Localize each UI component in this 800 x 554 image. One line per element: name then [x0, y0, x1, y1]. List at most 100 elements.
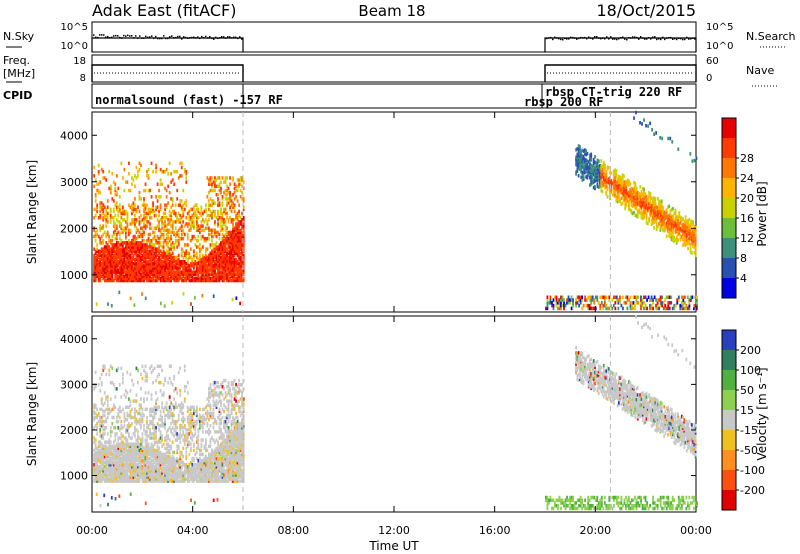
power-cell [180, 199, 183, 203]
power-cell [177, 274, 180, 279]
velocity-cell [155, 454, 157, 459]
power-cell [108, 257, 111, 262]
power-cell [656, 303, 659, 308]
power-cell [100, 262, 103, 266]
power-cell [625, 198, 628, 202]
velocity-cell [152, 415, 154, 420]
power-cell [158, 188, 160, 193]
power-cell [93, 253, 96, 258]
power-cell [643, 197, 645, 201]
power-cell [93, 207, 96, 212]
power-cell [94, 230, 97, 235]
nsky-point [193, 36, 195, 38]
power-cell [591, 298, 594, 302]
power-cell [640, 215, 643, 220]
velocity-cell [94, 458, 97, 463]
velocity-cell [123, 479, 126, 483]
power-cell [621, 173, 624, 177]
power-cell [609, 170, 611, 175]
power-cell [194, 211, 197, 216]
power-cell [685, 234, 688, 239]
nsky-point [578, 37, 580, 40]
power-cell [94, 259, 97, 264]
power-cell [206, 236, 209, 241]
power-cell [96, 243, 99, 247]
power-cell [140, 266, 142, 270]
power-cell [684, 215, 687, 219]
velocity-cell [123, 415, 126, 420]
power-cell [127, 239, 130, 243]
power-cell [220, 190, 222, 195]
power-cell [590, 156, 593, 160]
power-cell [235, 257, 237, 262]
power-cell [171, 222, 174, 226]
power-cell [200, 213, 203, 218]
power-cell [214, 220, 216, 224]
power-cell [173, 264, 176, 268]
velocity-cell [153, 430, 156, 434]
power-cell [123, 270, 126, 274]
velocity-cell [97, 456, 100, 461]
power-cell [643, 204, 645, 208]
power-cell [224, 264, 227, 268]
power-cell [155, 195, 157, 199]
power-cell [591, 306, 594, 311]
power-cell [668, 223, 671, 227]
power-cell [204, 239, 207, 243]
velocity-cell [149, 419, 151, 424]
power-cell [223, 220, 225, 224]
velocity-cell [124, 454, 127, 459]
power-cell [614, 185, 617, 189]
power-cell [143, 199, 145, 203]
power-cell [612, 184, 615, 188]
power-cell [597, 185, 600, 189]
power-cell [659, 303, 662, 308]
power-cell [102, 169, 105, 174]
nsky-point [688, 38, 690, 40]
power-cell [182, 249, 185, 253]
power-cell [118, 249, 121, 253]
power-cell [108, 247, 111, 251]
power-cell [123, 209, 126, 214]
power-cell [191, 236, 194, 241]
nsky-point [602, 37, 604, 39]
power-cell [153, 230, 156, 235]
velocity-cell [96, 471, 99, 475]
velocity-cell [127, 423, 130, 428]
velocity-cell [156, 454, 159, 459]
power-cell [209, 268, 212, 272]
velocity-cell [135, 399, 138, 403]
power-cell [238, 234, 241, 239]
power-cell [629, 303, 632, 308]
power-cell [106, 268, 109, 272]
power-cell [572, 303, 574, 308]
power-cell [176, 259, 179, 264]
power-cell [120, 278, 123, 283]
power-cell [171, 266, 174, 270]
power-cell [127, 259, 130, 264]
power-cell [223, 266, 225, 270]
power-cell [146, 278, 148, 283]
power-cell [683, 295, 686, 300]
velocity-cell [115, 456, 118, 461]
power-cell [239, 222, 242, 226]
power-cell [198, 226, 201, 230]
power-cell [236, 270, 239, 274]
power-cell [673, 235, 676, 240]
power-cell [660, 208, 663, 213]
velocity-cell [111, 415, 114, 420]
power-cell [167, 230, 170, 235]
power-cell [625, 203, 628, 208]
power-cell [239, 247, 242, 251]
power-cell [147, 236, 150, 241]
power-cell [610, 184, 613, 189]
velocity-cell [156, 456, 159, 461]
nsky-point [648, 37, 650, 39]
power-cell [236, 272, 239, 276]
power-cell [226, 239, 228, 243]
velocity-cell [103, 456, 106, 461]
power-cell [203, 262, 206, 266]
power-cell [217, 257, 219, 262]
power-cell [120, 222, 123, 226]
power-cell [224, 176, 227, 180]
